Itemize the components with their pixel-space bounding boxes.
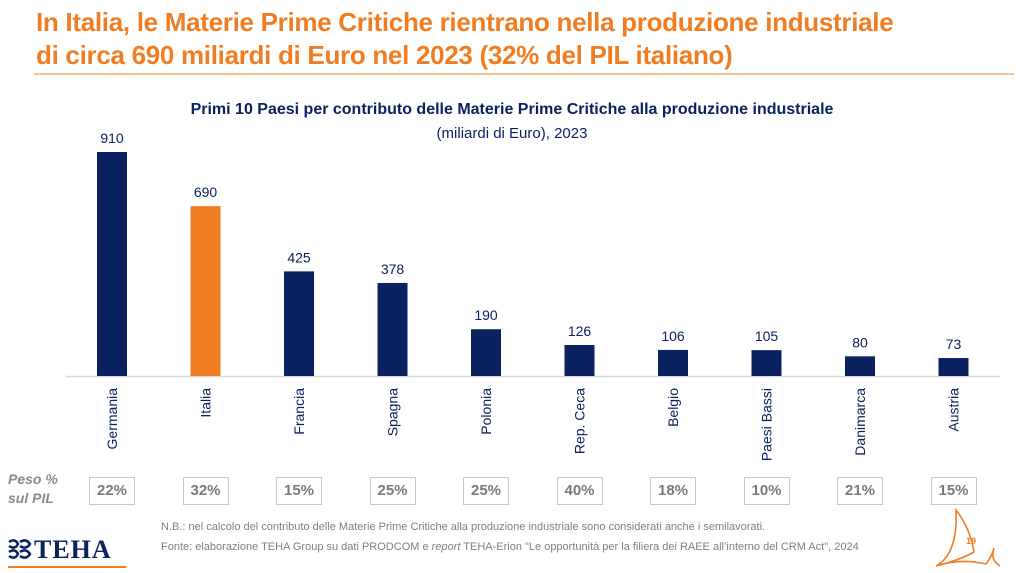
- category-tick-label: Polonia: [478, 388, 494, 435]
- peso-pil-value: 18%: [650, 477, 696, 505]
- teha-logo-text: TEHA: [34, 535, 112, 564]
- category-tick-label: Spagna: [385, 388, 401, 436]
- bar-value-label: 80: [852, 334, 868, 350]
- bar-austria: [938, 358, 969, 376]
- sailboat-icon: [935, 508, 1001, 567]
- chart-title: Primi 10 Paesi per contributo delle Mate…: [190, 101, 834, 118]
- peso-pil-value: 40%: [556, 477, 603, 505]
- source-note: Fonte: elaborazione TEHA Group su dati P…: [161, 541, 859, 553]
- peso-pil-value: 25%: [463, 477, 509, 505]
- peso-pil-value: 22%: [89, 477, 135, 505]
- peso-pil-label: Peso % sul PIL: [8, 470, 58, 508]
- peso-pil-value: 15%: [930, 477, 977, 505]
- bar-polonia: [471, 329, 501, 376]
- peso-pil-value: 21%: [837, 477, 883, 505]
- teha-logo: TEHA: [6, 535, 112, 565]
- peso-pil-label-line1: Peso %: [8, 471, 58, 487]
- bar-paesi-bassi: [751, 350, 782, 376]
- bar-value-label: 690: [194, 184, 218, 200]
- peso-pil-value: 15%: [276, 477, 322, 505]
- bar-francia: [284, 271, 314, 376]
- source-suffix: TEHA-Erion "Le opportunità per la filier…: [460, 541, 859, 553]
- peso-pil-value: 32%: [182, 477, 229, 505]
- category-tick-label: Italia: [198, 388, 214, 418]
- bar-value-label: 105: [755, 328, 779, 344]
- teha-logo-mark-icon: [8, 539, 32, 559]
- footnote: N.B.: nel calcolo del contributo delle M…: [161, 521, 766, 533]
- title-divider: [34, 73, 1014, 75]
- bar-italia: [190, 206, 221, 376]
- bar-value-label: 910: [100, 130, 124, 146]
- category-tick-label: Belgio: [665, 388, 681, 427]
- bar-value-label: 425: [287, 249, 311, 265]
- category-tick-label: Germania: [104, 388, 120, 450]
- bar-danimarca: [845, 356, 875, 376]
- bar-belgio: [658, 349, 688, 376]
- slide-title: In Italia, le Materie Prime Critiche rie…: [36, 6, 1006, 72]
- logo-underline: [8, 566, 126, 568]
- source-italic: report: [431, 541, 461, 553]
- bar-rep-ceca: [564, 344, 595, 376]
- category-tick-label: Paesi Bassi: [759, 388, 775, 461]
- bar-value-label: 73: [946, 336, 962, 352]
- bar-chart: 910 Germania 690 Italia 425 Francia 378 Spagna 1…: [66, 130, 1000, 461]
- bar-value-label: 378: [381, 261, 405, 277]
- bar-value-label: 190: [474, 307, 498, 323]
- slide-title-line1: In Italia, le Materie Prime Critiche rie…: [36, 7, 894, 37]
- chart-subtitle: (miliardi di Euro), 2023: [436, 125, 588, 142]
- bar-germania: [97, 152, 127, 376]
- bar-value-label: 126: [568, 323, 592, 339]
- peso-pil-value: 25%: [369, 477, 416, 505]
- peso-pil-label-line2: sul PIL: [8, 490, 54, 506]
- category-tick-label: Francia: [291, 388, 307, 435]
- slide-title-line2: di circa 690 miliardi di Euro nel 2023 (…: [36, 40, 733, 70]
- source-prefix: Fonte: elaborazione TEHA Group su dati P…: [161, 541, 432, 553]
- peso-pil-value: 10%: [743, 477, 790, 505]
- category-tick-label: Austria: [946, 388, 962, 432]
- category-tick-label: Danimarca: [852, 388, 868, 456]
- bar-value-label: 106: [661, 328, 685, 344]
- bar-spagna: [377, 282, 408, 376]
- category-tick-label: Rep. Ceca: [572, 388, 588, 454]
- page-number: 19: [966, 536, 977, 546]
